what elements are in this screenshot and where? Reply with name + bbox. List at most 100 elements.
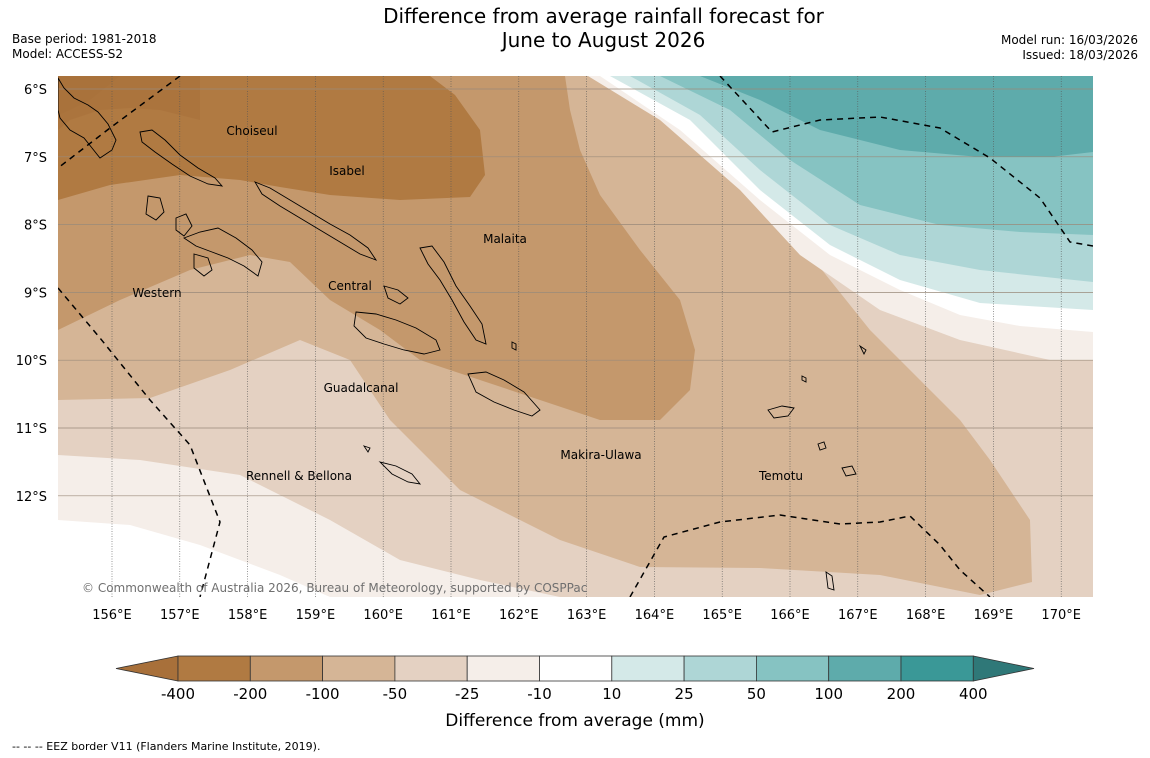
kolombangara-island xyxy=(175,213,193,237)
eez-borders xyxy=(58,76,1093,597)
eez-footnote: -- -- -- EEZ border V11 (Flanders Marine… xyxy=(12,740,321,753)
region-rennell-bellona: Rennell & Bellona xyxy=(246,469,352,483)
colorbar-segment xyxy=(394,655,468,682)
longitude-tick-label: 163°E xyxy=(567,608,607,623)
latitude-tick-label: 12°S xyxy=(16,490,47,505)
colorbar-segment xyxy=(683,655,757,682)
region-malaita: Malaita xyxy=(483,232,527,246)
latitude-tick-label: 11°S xyxy=(16,422,47,437)
title-line-2: June to August 2026 xyxy=(501,28,706,52)
colorbar-extend-high xyxy=(972,655,1035,682)
latitude-tick-label: 8°S xyxy=(24,219,47,234)
eez-border-southwest xyxy=(58,287,221,597)
colorbar-tick-label: 200 xyxy=(887,685,916,703)
colorbar-tick-labels: -400 -200 -100 -50 -25 -10 10 25 50 100 200 400 xyxy=(161,685,988,703)
colorbar-tick-label: -400 xyxy=(161,685,195,703)
longitude-tick-label: 169°E xyxy=(974,608,1014,623)
region-guadalcanal: Guadalcanal xyxy=(324,381,399,395)
colorbar-segment xyxy=(249,655,324,682)
colorbar xyxy=(115,655,1035,682)
region-central: Central xyxy=(328,279,372,293)
florida-islands xyxy=(383,285,409,305)
metadata-left: Base period: 1981-2018 Model: ACCESS-S2 xyxy=(12,32,157,62)
choiseul-island xyxy=(139,129,224,187)
copyright-notice: © Commonwealth of Australia 2026, Bureau… xyxy=(82,581,587,595)
latitude-tick-label: 9°S xyxy=(24,286,47,301)
longitude-tick-label: 161°E xyxy=(431,608,471,623)
colorbar-tick-label: -25 xyxy=(455,685,480,703)
guadalcanal-island xyxy=(353,311,441,355)
new-georgia-island xyxy=(183,227,263,277)
colorbar-segment xyxy=(539,655,613,682)
region-western: Western xyxy=(132,286,181,300)
rennell-island xyxy=(378,461,422,485)
makira-island xyxy=(467,371,541,417)
longitude-tick-label: 159°E xyxy=(296,608,336,623)
longitude-tick-label: 165°E xyxy=(702,608,742,623)
colorbar-segment xyxy=(611,655,685,682)
band-plus200 xyxy=(700,76,1093,157)
region-labels: Choiseul Isabel Malaita Western Central … xyxy=(132,124,803,483)
metadata-right: Model run: 16/03/2026 Issued: 18/03/2026 xyxy=(1001,33,1138,63)
latitude-labels: 6°S 7°S 8°S 9°S 10°S 11°S 12°S xyxy=(16,83,47,505)
longitude-tick-label: 170°E xyxy=(1041,608,1081,623)
band-below-minus400 xyxy=(58,76,200,130)
longitude-tick-label: 164°E xyxy=(635,608,675,623)
graticule xyxy=(111,76,1062,597)
latitude-lines xyxy=(58,88,1093,497)
island-coastlines xyxy=(58,77,867,591)
model-run-date: Model run: 16/03/2026 xyxy=(1000,33,1138,47)
longitude-tick-label: 167°E xyxy=(838,608,878,623)
latitude-tick-label: 10°S xyxy=(16,354,47,369)
title-line-1: Difference from average rainfall forecas… xyxy=(383,4,824,28)
longitude-labels: 156°E 157°E 158°E 159°E 160°E 161°E 162°E 163°E… xyxy=(92,608,1081,623)
colorbar-tick-label: -10 xyxy=(527,685,552,703)
colorbar-tick-label: 25 xyxy=(675,685,694,703)
region-choiseul: Choiseul xyxy=(226,124,277,138)
colorbar-segment xyxy=(322,655,396,682)
map-title: Difference from average rainfall forecas… xyxy=(0,4,1150,52)
longitude-tick-label: 157°E xyxy=(160,608,200,623)
colorbar-tick-label: -50 xyxy=(383,685,408,703)
base-period: Base period: 1981-2018 xyxy=(12,32,157,46)
longitude-tick-label: 162°E xyxy=(499,608,539,623)
longitude-tick-label: 166°E xyxy=(770,608,810,623)
region-isabel: Isabel xyxy=(329,164,364,178)
santa-cruz-island xyxy=(767,405,795,419)
rainfall-shading xyxy=(58,76,1093,597)
longitude-tick-label: 168°E xyxy=(906,608,946,623)
colorbar-extend-low xyxy=(115,655,179,682)
colorbar-segment xyxy=(756,655,830,682)
longitude-tick-label: 158°E xyxy=(228,608,268,623)
forecast-map: Choiseul Isabel Malaita Western Central … xyxy=(16,76,1093,731)
colorbar-segment xyxy=(828,655,902,682)
latitude-tick-label: 6°S xyxy=(24,83,47,98)
malaita-island xyxy=(419,245,487,345)
latitude-tick-label: 7°S xyxy=(24,151,47,166)
model-name: Model: ACCESS-S2 xyxy=(12,47,124,61)
anuta-island xyxy=(825,571,835,591)
colorbar-tick-label: -100 xyxy=(306,685,340,703)
colorbar-tick-label: 100 xyxy=(814,685,843,703)
colorbar-title: Difference from average (mm) xyxy=(445,711,704,731)
eez-border-south xyxy=(629,514,991,597)
colorbar-tick-label: 10 xyxy=(602,685,621,703)
vanikoro-island xyxy=(841,465,857,477)
colorbar-tick-label: 400 xyxy=(959,685,988,703)
longitude-tick-label: 160°E xyxy=(363,608,403,623)
colorbar-segment xyxy=(177,655,251,682)
rendova-island xyxy=(193,253,213,277)
vella-lavella-island xyxy=(145,195,165,221)
eez-border-northeast xyxy=(719,76,1093,247)
utupua-island xyxy=(817,441,827,451)
colorbar-segment xyxy=(900,655,974,682)
region-makira-ulawa: Makira-Ulawa xyxy=(560,448,641,462)
colorbar-tick-label: -200 xyxy=(233,685,267,703)
bougainville-island xyxy=(58,77,117,159)
band-minus10 xyxy=(58,520,330,597)
colorbar-segment xyxy=(466,655,540,682)
issued-date: Issued: 18/03/2026 xyxy=(1022,48,1138,62)
longitude-tick-label: 156°E xyxy=(92,608,132,623)
region-temotu: Temotu xyxy=(758,469,803,483)
colorbar-tick-label: 50 xyxy=(747,685,766,703)
